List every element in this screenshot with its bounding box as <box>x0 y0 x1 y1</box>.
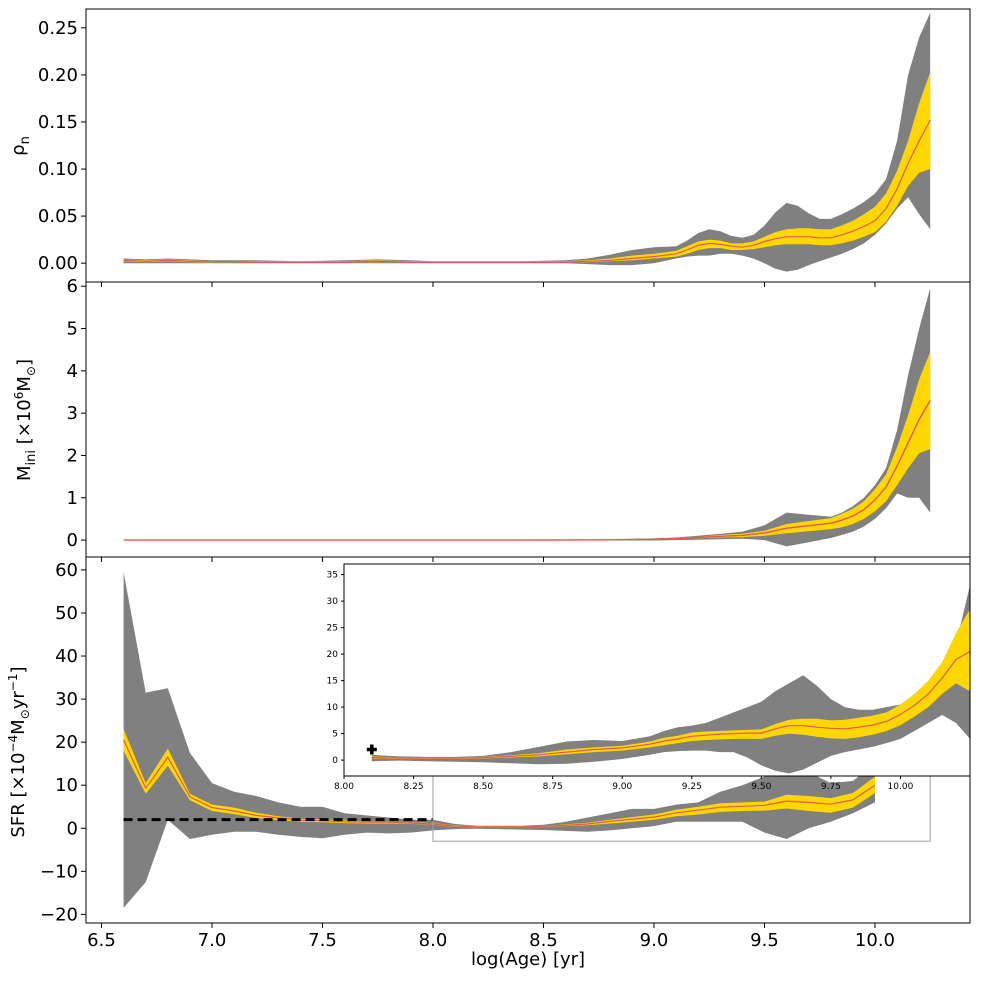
middle-ytick-label: 0 <box>67 530 78 551</box>
middle-ytick-label: 3 <box>67 403 78 424</box>
bottom-ytick-label: 10 <box>55 775 78 796</box>
panel-middle: 0 1 2 3 4 5 6 Mini [×106M⊙] <box>12 276 931 551</box>
bottom-outer-band <box>123 572 876 908</box>
bottom-ytick-label: −10 <box>40 861 78 882</box>
inset-xtick-label: 9.50 <box>751 782 771 792</box>
inset-ytick-label: 0 <box>332 756 338 766</box>
top-ytick-label: 0.05 <box>38 206 78 227</box>
top-ytick-label: 0.10 <box>38 159 78 180</box>
inset-axes: 8.00 8.25 8.50 8.75 9.00 9.25 9.50 9.75 10.00 0 5 1… <box>327 563 971 792</box>
top-ytick-label: 0.20 <box>38 65 78 86</box>
bottom-ytick-label: −20 <box>40 904 78 925</box>
top-ytick-label: 0.00 <box>38 253 78 274</box>
bottom-xtick-label: 6.5 <box>87 930 116 951</box>
inset-inner-band <box>371 609 970 759</box>
middle-ytick-label: 1 <box>67 488 78 509</box>
top-outer-band <box>123 12 931 272</box>
panel-top: 0.00 0.05 0.10 0.15 0.20 0.25 ρn <box>8 12 931 274</box>
middle-ytick-label: 6 <box>67 276 78 297</box>
bottom-ylabel: SFR [×10−4M⊙yr−1] <box>6 666 32 837</box>
bottom-ytick-label: 30 <box>55 689 78 710</box>
middle-ytick-label: 4 <box>67 361 78 382</box>
bottom-ytick-label: 0 <box>67 818 78 839</box>
middle-ylabel: Mini [×106M⊙] <box>12 359 39 481</box>
top-ytick-label: 0.15 <box>38 112 78 133</box>
bottom-xtick-label: 7.0 <box>198 930 227 951</box>
inset-ytick-label: 35 <box>327 571 338 581</box>
inset-xtick-label: 9.75 <box>821 782 841 792</box>
top-ylabel: ρn <box>8 136 33 156</box>
inset-xtick-label: 8.25 <box>404 782 424 792</box>
panel-bottom-frame <box>85 556 971 924</box>
inset-ytick-label: 10 <box>327 703 339 713</box>
inset-median-line <box>371 650 970 759</box>
middle-ytick-label: 2 <box>67 445 78 466</box>
bottom-ytick-label: 20 <box>55 732 78 753</box>
bottom-xtick-label: 9.5 <box>750 930 779 951</box>
middle-ytick-label: 5 <box>67 319 78 340</box>
inset-xtick-label: 8.00 <box>334 782 354 792</box>
bottom-ytick-label: 60 <box>55 560 78 581</box>
inset-xtick-label: 8.75 <box>543 782 563 792</box>
middle-outer-band <box>123 288 931 547</box>
inset-ytick-label: 20 <box>327 650 339 660</box>
inset-xtick-label: 9.00 <box>612 782 632 792</box>
inset-xtick-label: 9.25 <box>682 782 702 792</box>
top-inner-band <box>123 72 931 263</box>
inset-ytick-label: 25 <box>327 624 338 634</box>
top-median-line <box>123 119 931 263</box>
inset-plus-marker <box>366 744 377 755</box>
bottom-median-line <box>123 739 876 828</box>
middle-inner-band <box>123 351 931 541</box>
inset-ytick-label: 5 <box>332 730 338 740</box>
bottom-xtick-label: 8.5 <box>529 930 558 951</box>
bottom-ytick-label: 40 <box>55 646 78 667</box>
bottom-xlabel: log(Age) [yr] <box>471 949 585 970</box>
top-ytick-label: 0.25 <box>38 18 78 39</box>
bottom-xtick-label: 7.5 <box>308 930 337 951</box>
bottom-ytick-label: 50 <box>55 603 78 624</box>
bottom-xtick-label: 10.0 <box>855 930 895 951</box>
inset-xtick-label: 10.00 <box>888 782 914 792</box>
inset-ytick-label: 15 <box>327 677 338 687</box>
inset-xtick-label: 8.50 <box>473 782 493 792</box>
bottom-xtick-label: 8.0 <box>419 930 448 951</box>
bottom-xtick-label: 9.0 <box>640 930 669 951</box>
inset-ytick-label: 30 <box>327 597 339 607</box>
middle-median-line <box>123 400 931 541</box>
